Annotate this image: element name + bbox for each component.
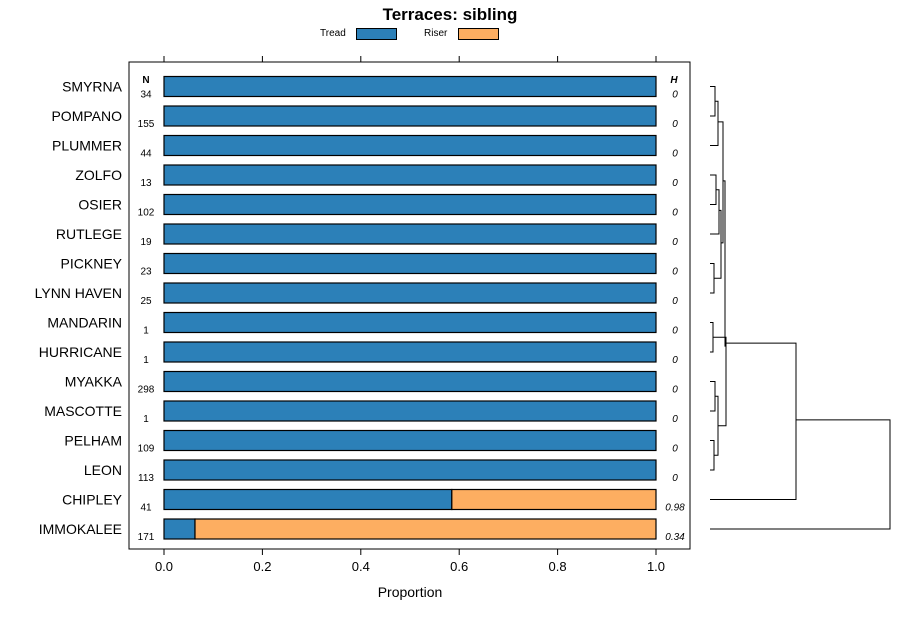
bar-tread bbox=[163, 223, 657, 245]
bar-tread bbox=[163, 488, 453, 511]
row-label: IMMOKALEE bbox=[39, 521, 122, 537]
row-label: POMPANO bbox=[51, 108, 122, 124]
row-label: ZOLFO bbox=[75, 167, 122, 183]
bar-tread bbox=[163, 164, 657, 186]
bar-tread bbox=[163, 134, 657, 157]
plot-frame bbox=[128, 61, 691, 550]
row-label: MANDARIN bbox=[47, 315, 122, 331]
n-value: 13 bbox=[140, 178, 152, 189]
legend-label-tread: Tread bbox=[320, 28, 346, 39]
dendrogram-branch bbox=[710, 263, 715, 294]
n-column-header: N bbox=[142, 75, 149, 86]
dendrogram-branch bbox=[714, 209, 722, 279]
dendrogram-branch bbox=[710, 189, 720, 235]
x-tick-label: 0.0 bbox=[155, 559, 173, 574]
bar-tread bbox=[163, 400, 657, 422]
dendrogram-branch bbox=[710, 100, 719, 146]
bar-tread bbox=[163, 105, 657, 127]
h-value: 0 bbox=[672, 237, 678, 248]
n-value: 155 bbox=[138, 119, 155, 130]
x-tick-label: 1.0 bbox=[647, 559, 665, 574]
h-value: 0 bbox=[672, 473, 678, 484]
chart-title: Terraces: sibling bbox=[382, 5, 518, 24]
bar-tread bbox=[163, 341, 657, 363]
n-value: 102 bbox=[138, 208, 155, 219]
dendrogram-branch bbox=[710, 86, 716, 117]
n-value: 298 bbox=[138, 385, 155, 396]
x-axis-label: Proportion bbox=[378, 584, 443, 600]
h-value: 0 bbox=[672, 355, 678, 366]
n-value: 1 bbox=[143, 326, 149, 337]
n-value: 109 bbox=[138, 444, 155, 455]
h-value: 0 bbox=[672, 208, 678, 219]
bar-tread bbox=[163, 518, 196, 540]
row-label: SMYRNA bbox=[62, 79, 123, 95]
bar-tread bbox=[163, 370, 657, 393]
n-value: 1 bbox=[143, 355, 149, 366]
dendrogram-branch bbox=[710, 174, 717, 205]
bar-tread bbox=[163, 459, 657, 481]
row-label: MYAKKA bbox=[65, 374, 123, 390]
dendrogram-branch bbox=[723, 180, 726, 347]
row-label: RUTLEGE bbox=[56, 226, 122, 242]
h-value: 0 bbox=[672, 444, 678, 455]
n-value: 171 bbox=[138, 532, 155, 543]
n-value: 113 bbox=[138, 473, 154, 484]
legend-label-riser: Riser bbox=[424, 28, 448, 39]
h-value: 0 bbox=[672, 267, 678, 278]
n-value: 44 bbox=[140, 149, 152, 160]
row-label: LEON bbox=[84, 462, 122, 478]
h-value: 0 bbox=[672, 178, 678, 189]
dendrogram-branch bbox=[713, 336, 727, 427]
n-value: 19 bbox=[140, 237, 152, 248]
row-label: PICKNEY bbox=[61, 256, 123, 272]
x-tick-label: 0.4 bbox=[352, 559, 370, 574]
h-value: 0 bbox=[672, 149, 678, 160]
n-value: 41 bbox=[140, 503, 152, 514]
x-tick-label: 0.6 bbox=[450, 559, 468, 574]
row-label: LYNN HAVEN bbox=[35, 285, 122, 301]
n-value: 23 bbox=[140, 267, 152, 278]
bar-tread bbox=[163, 193, 657, 216]
bar-tread bbox=[163, 252, 657, 275]
legend-swatch-tread bbox=[356, 28, 397, 40]
row-label: HURRICANE bbox=[39, 344, 122, 360]
legend-swatch-riser bbox=[458, 28, 499, 40]
row-label: CHIPLEY bbox=[62, 492, 123, 508]
bar-tread bbox=[163, 75, 657, 98]
x-tick-label: 0.8 bbox=[549, 559, 567, 574]
dendrogram-branch bbox=[710, 342, 797, 500]
h-value: 0 bbox=[672, 296, 678, 307]
h-value: 0 bbox=[672, 90, 678, 101]
dendrogram-branch bbox=[710, 440, 715, 471]
row-label: MASCOTTE bbox=[44, 403, 122, 419]
h-value: 0 bbox=[672, 385, 678, 396]
bar-riser bbox=[194, 518, 657, 540]
n-value: 1 bbox=[143, 414, 149, 425]
bar-riser bbox=[451, 488, 657, 511]
dendrogram-branch bbox=[710, 322, 714, 353]
dendrogram-branch bbox=[710, 419, 891, 530]
bar-tread bbox=[163, 429, 657, 452]
row-label: PELHAM bbox=[64, 433, 122, 449]
h-value: 0.34 bbox=[665, 532, 685, 543]
n-value: 25 bbox=[140, 296, 152, 307]
bar-tread bbox=[163, 311, 657, 334]
row-label: OSIER bbox=[78, 197, 122, 213]
h-value: 0.98 bbox=[665, 503, 685, 514]
dendrogram-branch bbox=[710, 381, 716, 412]
dendrogram-branch bbox=[718, 121, 724, 244]
x-tick-label: 0.2 bbox=[253, 559, 271, 574]
h-value: 0 bbox=[672, 414, 678, 425]
h-value: 0 bbox=[672, 119, 678, 130]
h-value: 0 bbox=[672, 326, 678, 337]
row-label: PLUMMER bbox=[52, 138, 122, 154]
bar-tread bbox=[163, 282, 657, 304]
h-column-header: H bbox=[670, 75, 678, 86]
n-value: 34 bbox=[140, 90, 152, 101]
